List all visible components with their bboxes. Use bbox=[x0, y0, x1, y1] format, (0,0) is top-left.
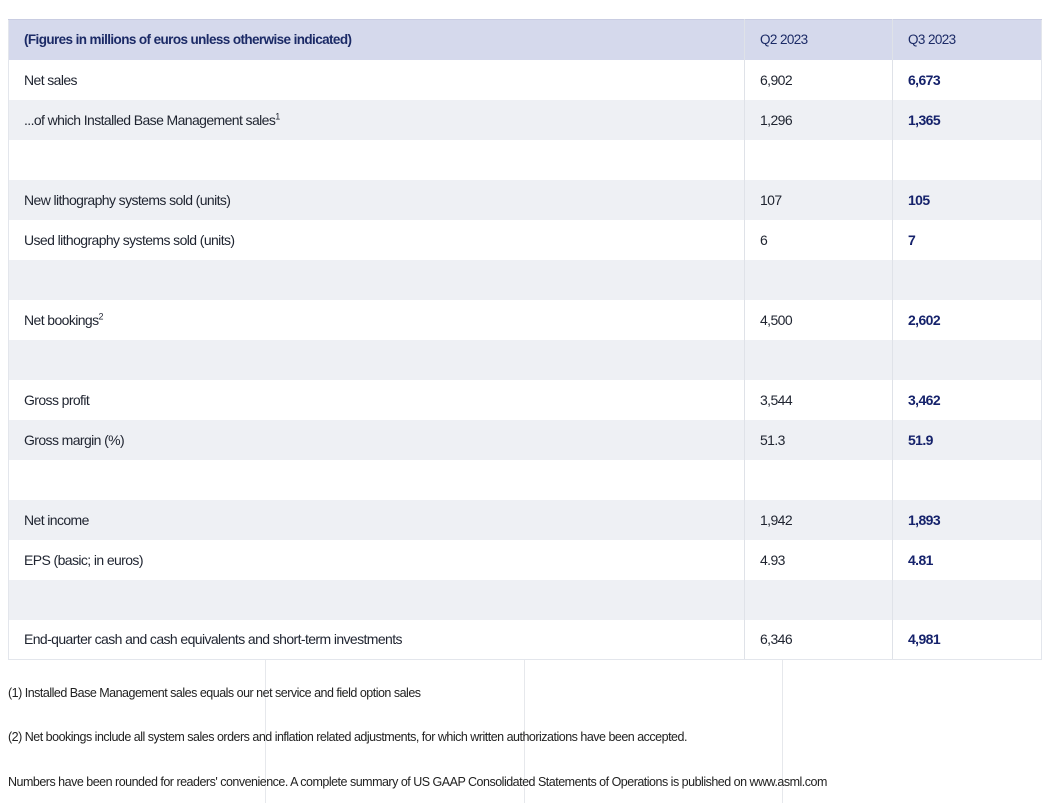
table-row: New lithography systems sold (units) 107… bbox=[8, 179, 1042, 220]
row-value-q3: 3,462 bbox=[908, 391, 941, 408]
row-value-q2: 4.93 bbox=[744, 539, 893, 580]
row-label: Gross margin (%) bbox=[8, 419, 745, 460]
table-row: ...of which Installed Base Management sa… bbox=[8, 99, 1042, 140]
row-value-q2: 6,902 bbox=[744, 59, 893, 100]
row-value-q3: 4.81 bbox=[908, 551, 933, 568]
table-row: EPS (basic; in euros) 4.93 4.81 bbox=[8, 539, 1042, 580]
table-row: Net sales 6,902 6,673 bbox=[8, 59, 1042, 100]
row-value-q3 bbox=[893, 340, 1042, 380]
row-label bbox=[8, 259, 745, 300]
row-label bbox=[8, 579, 745, 620]
row-value-q2 bbox=[744, 579, 893, 620]
row-value-q3 bbox=[893, 580, 1042, 620]
row-label: ...of which Installed Base Management sa… bbox=[8, 99, 745, 140]
row-value-q3: 51.9 bbox=[908, 431, 933, 448]
row-label bbox=[8, 339, 745, 380]
footnotes-section: (1) Installed Base Management sales equa… bbox=[8, 660, 1041, 803]
row-value-q3: 6,673 bbox=[908, 71, 941, 88]
footnote-1: (1) Installed Base Management sales equa… bbox=[8, 686, 421, 700]
row-label bbox=[8, 459, 745, 500]
row-value-q2: 6,346 bbox=[744, 619, 893, 660]
row-value-q2: 4,500 bbox=[744, 299, 893, 340]
footnote-marker: 1 bbox=[275, 110, 280, 121]
row-label: EPS (basic; in euros) bbox=[8, 539, 745, 580]
rounding-note: Numbers have been rounded for readers' c… bbox=[8, 775, 827, 789]
row-value-q2 bbox=[744, 139, 893, 180]
row-value-q2 bbox=[744, 459, 893, 500]
row-label: Used lithography systems sold (units) bbox=[8, 219, 745, 260]
header-q3-2023: Q3 2023 bbox=[892, 19, 1042, 60]
table-row: Gross profit 3,544 3,462 bbox=[8, 379, 1042, 420]
table-row: Gross margin (%) 51.3 51.9 bbox=[8, 419, 1042, 460]
row-label: Net income bbox=[8, 499, 745, 540]
financial-summary-table: (Figures in millions of euros unless oth… bbox=[8, 19, 1042, 660]
spacer-row bbox=[8, 339, 1042, 380]
column-divider bbox=[782, 660, 783, 803]
row-label: New lithography systems sold (units) bbox=[8, 179, 745, 220]
row-value-q3: 7 bbox=[908, 231, 916, 248]
row-value-q2 bbox=[744, 259, 893, 300]
row-value-q2: 1,942 bbox=[744, 499, 893, 540]
row-value-q3: 1,365 bbox=[908, 111, 941, 128]
footnote-marker: 2 bbox=[98, 310, 104, 321]
row-value-q3 bbox=[893, 140, 1042, 180]
row-label: Net sales bbox=[8, 59, 745, 100]
row-value-q2: 6 bbox=[744, 219, 893, 260]
header-q2-2023: Q2 2023 bbox=[744, 19, 893, 60]
row-label: End-quarter cash and cash equivalents an… bbox=[8, 619, 745, 660]
spacer-row bbox=[8, 459, 1042, 500]
table-header-row: (Figures in millions of euros unless oth… bbox=[8, 19, 1042, 60]
table-row: End-quarter cash and cash equivalents an… bbox=[8, 619, 1042, 660]
table-row: Used lithography systems sold (units) 6 … bbox=[8, 219, 1042, 260]
row-value-q2: 3,544 bbox=[744, 379, 893, 420]
table-row: Net income 1,942 1,893 bbox=[8, 499, 1042, 540]
row-value-q3: 1,893 bbox=[908, 511, 941, 528]
row-value-q3: 4,981 bbox=[892, 619, 1042, 660]
column-divider bbox=[265, 660, 266, 803]
spacer-row bbox=[8, 139, 1042, 180]
row-value-q2: 1,296 bbox=[744, 99, 893, 140]
spacer-row bbox=[8, 579, 1042, 620]
row-label bbox=[8, 139, 745, 180]
row-label: Gross profit bbox=[8, 379, 745, 420]
column-divider bbox=[524, 660, 525, 803]
row-value-q2: 51.3 bbox=[744, 419, 893, 460]
row-value-q3 bbox=[893, 260, 1042, 300]
row-label: Net bookings2 bbox=[8, 299, 745, 340]
header-description: (Figures in millions of euros unless oth… bbox=[8, 19, 745, 60]
row-value-q2: 107 bbox=[744, 179, 893, 220]
footnote-2: (2) Net bookings include all system sale… bbox=[8, 730, 687, 744]
row-value-q3 bbox=[893, 460, 1042, 500]
row-value-q2 bbox=[744, 339, 893, 380]
spacer-row bbox=[8, 259, 1042, 300]
table-row: Net bookings2 4,500 2,602 bbox=[8, 299, 1042, 340]
row-value-q3: 105 bbox=[908, 191, 930, 208]
row-value-q3: 2,602 bbox=[908, 311, 941, 328]
